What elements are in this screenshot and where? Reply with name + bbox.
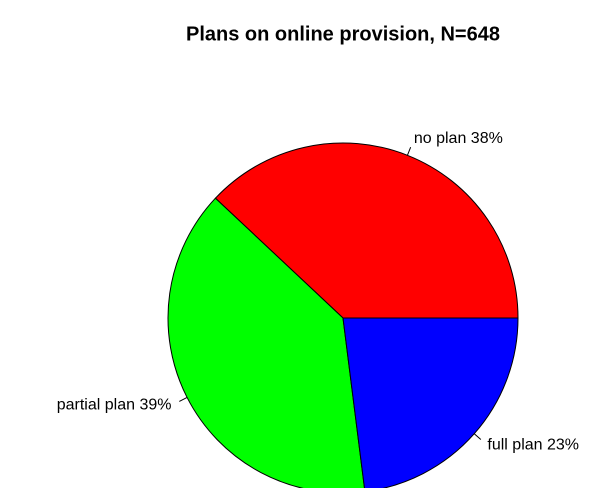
slice-label: partial plan 39% xyxy=(57,397,172,414)
label-leader xyxy=(473,433,482,440)
chart-title: Plans on online provision, N=648 xyxy=(186,23,500,45)
label-leader xyxy=(406,146,412,156)
slice-label: full plan 23% xyxy=(487,437,579,454)
pie-slice xyxy=(167,197,365,488)
slice-label: no plan 38% xyxy=(414,130,503,147)
pie-slice xyxy=(342,317,519,488)
label-leader xyxy=(179,397,188,402)
